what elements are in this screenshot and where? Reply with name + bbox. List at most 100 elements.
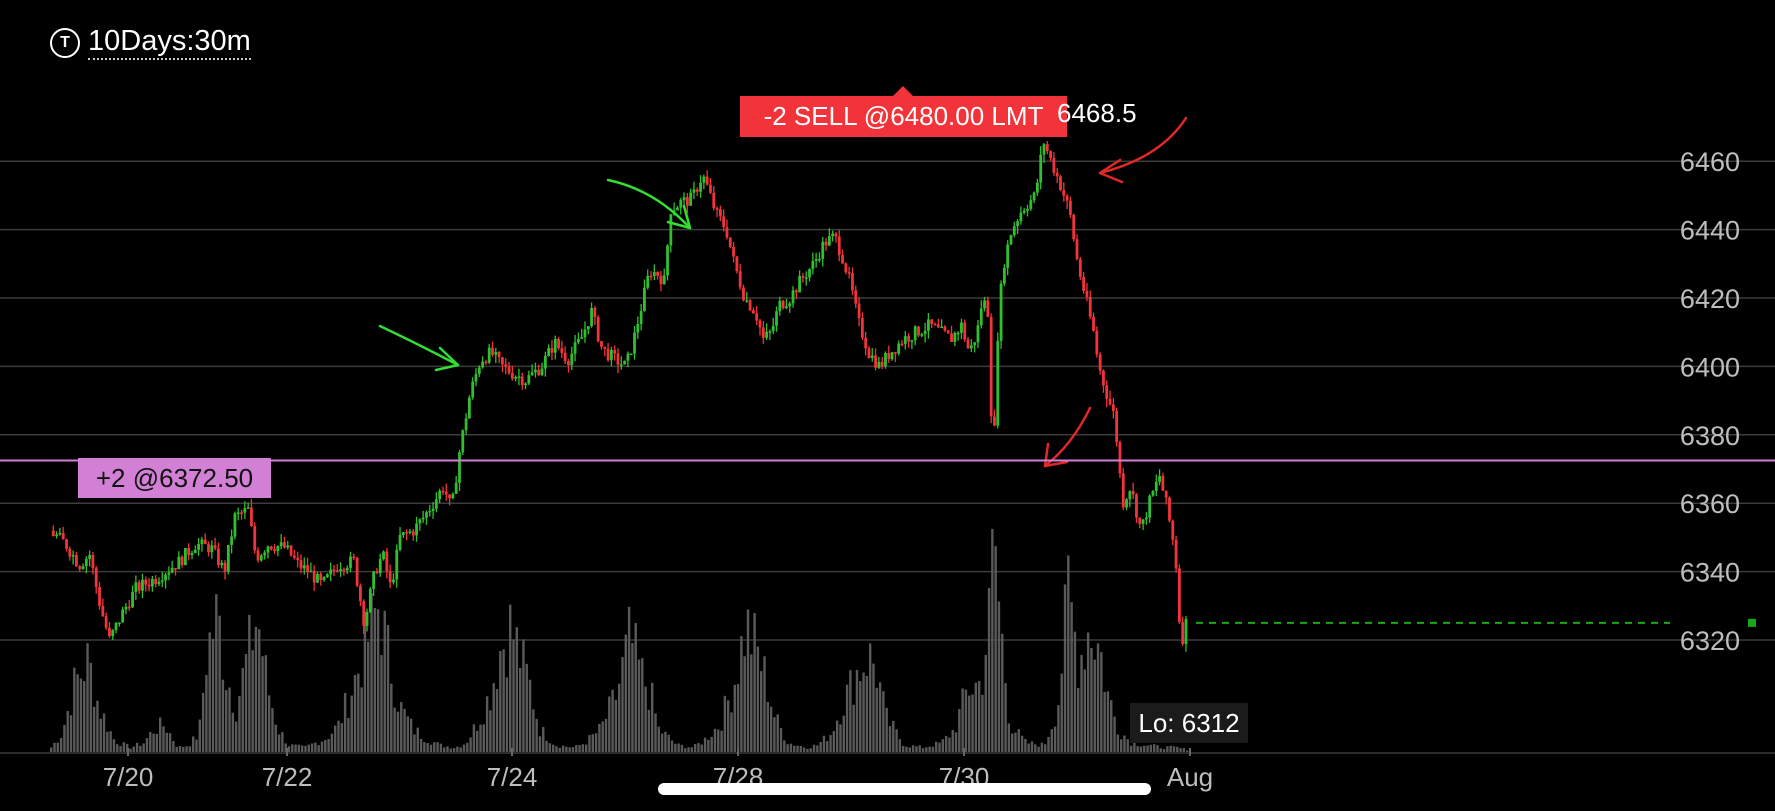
- candle-body: [646, 275, 650, 288]
- candle-body: [738, 271, 742, 288]
- volume-bar: [66, 710, 69, 752]
- candle-body: [979, 308, 983, 326]
- candle-body: [695, 189, 699, 192]
- volume-bar: [651, 682, 654, 752]
- candle-body: [547, 348, 551, 356]
- volume-bar: [769, 706, 773, 752]
- red-arrow-1-head: [1098, 158, 1124, 184]
- volume-bar: [974, 682, 978, 752]
- volume-bar: [386, 624, 390, 752]
- volume-bar: [885, 707, 888, 752]
- candle-body: [870, 355, 874, 359]
- low-price-label: Lo: 6312: [1130, 703, 1248, 743]
- candle-body: [775, 311, 778, 326]
- candle-body: [616, 353, 620, 365]
- volume-bar: [849, 670, 852, 752]
- candle-body: [778, 300, 782, 312]
- volume-bar: [902, 745, 905, 752]
- timeframe-selector[interactable]: T 10Days:30m: [50, 26, 251, 60]
- candle-body: [576, 338, 580, 343]
- volume-bar: [1133, 742, 1136, 752]
- candle-body: [1052, 157, 1056, 173]
- volume-bar: [254, 626, 258, 752]
- volume-bar: [294, 744, 297, 752]
- candle-body: [104, 616, 108, 628]
- candle-body: [1164, 490, 1168, 498]
- candle-body: [560, 348, 564, 353]
- candle-body: [101, 605, 105, 617]
- volume-bar: [515, 627, 519, 752]
- candle-body: [405, 532, 409, 534]
- candle-body: [781, 300, 785, 309]
- candle-body: [88, 555, 92, 559]
- candle-body: [1026, 208, 1029, 211]
- candle-body: [388, 571, 392, 583]
- candle-body: [150, 578, 154, 587]
- timeframe-label[interactable]: 10Days:30m: [88, 26, 251, 60]
- candle-body: [368, 588, 372, 613]
- volume-bar: [433, 742, 436, 752]
- volume-bar: [1169, 745, 1172, 752]
- volume-bar: [1113, 716, 1116, 752]
- volume-bar: [1010, 733, 1014, 752]
- candle-body: [553, 338, 557, 353]
- volume-bar: [73, 667, 76, 752]
- candle-body: [1128, 491, 1132, 500]
- volume-bar: [753, 613, 756, 752]
- volume-bar: [892, 720, 895, 752]
- volume-bar: [634, 623, 637, 752]
- volume-bar: [964, 689, 968, 752]
- candle-body: [583, 329, 587, 338]
- volume-bar: [730, 712, 733, 752]
- candle-body: [1168, 497, 1171, 521]
- candle-body: [65, 539, 68, 549]
- candle-body: [666, 245, 669, 276]
- candle-body: [1131, 491, 1135, 495]
- home-indicator[interactable]: [658, 783, 1151, 795]
- sell-order-tag[interactable]: -2 SELL @6480.00 LMT: [740, 96, 1067, 137]
- volume-bar: [627, 606, 631, 752]
- candle-body: [880, 361, 884, 367]
- volume-bar: [654, 713, 657, 752]
- candle-body: [200, 539, 204, 545]
- candle-body: [372, 571, 376, 589]
- volume-bar: [812, 744, 816, 752]
- candle-body: [236, 512, 240, 514]
- volume-bar: [548, 743, 552, 752]
- position-tag[interactable]: +2 @6372.50: [78, 458, 271, 498]
- volume-bar: [1090, 647, 1093, 752]
- candle-body: [969, 345, 973, 349]
- volume-bar: [657, 726, 661, 752]
- candle-body: [58, 532, 62, 535]
- candle-body: [325, 574, 329, 577]
- candle-body: [289, 545, 293, 556]
- volume-bar: [726, 700, 730, 752]
- candle-body: [401, 532, 405, 535]
- volume-bar: [376, 609, 380, 752]
- volume-bar: [1176, 746, 1179, 752]
- candle-body: [309, 570, 313, 573]
- candle-body: [692, 189, 696, 193]
- candle-body: [375, 571, 379, 574]
- volume-bar: [476, 730, 479, 752]
- volume-bar: [317, 745, 320, 752]
- candle-body: [718, 209, 722, 217]
- volume-bar: [710, 736, 713, 752]
- volume-bar: [1126, 739, 1129, 752]
- volume-bar: [89, 662, 93, 752]
- y-tick-label: 6340: [1680, 558, 1740, 588]
- volume-bar: [264, 655, 268, 752]
- volume-bar: [816, 745, 819, 752]
- volume-bar: [868, 643, 872, 752]
- volume-bar: [826, 741, 829, 752]
- candle-body: [1161, 475, 1165, 491]
- candle-body: [385, 551, 389, 572]
- candle-body: [1029, 200, 1033, 209]
- volume-bar: [307, 744, 310, 752]
- candle-body: [220, 562, 224, 566]
- volume-bar: [413, 734, 416, 752]
- volume-bar: [984, 654, 987, 752]
- candle-body: [814, 258, 818, 261]
- candle-body: [563, 352, 567, 362]
